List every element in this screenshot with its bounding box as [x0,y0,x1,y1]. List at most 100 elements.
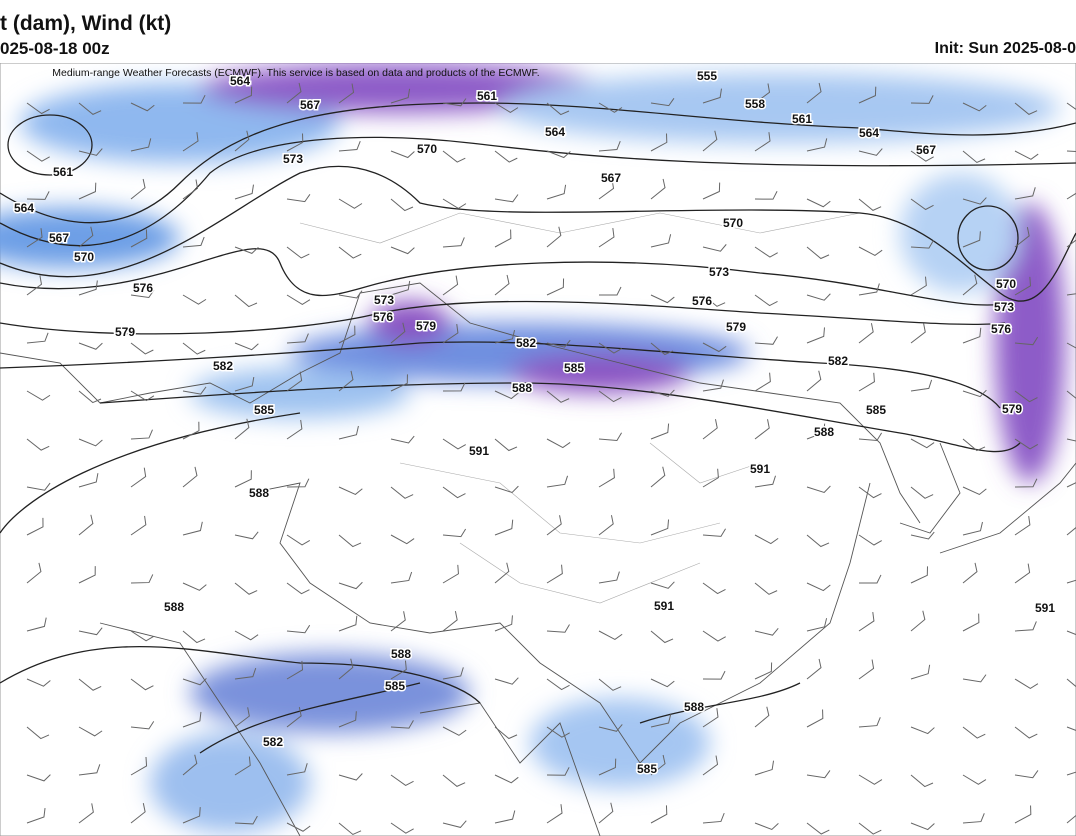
wind-barb [910,379,933,392]
wind-barb [286,82,302,104]
wind-barb [806,198,831,208]
contour-label: 591 [469,444,489,458]
wind-barb [858,323,874,344]
wind-barb [286,478,310,488]
wind-barb [962,774,987,785]
wind-barb [1014,227,1030,248]
wind-barb [234,630,259,641]
wind-barb [1014,678,1039,689]
wind-barb [286,333,309,344]
wind-barb [1066,180,1076,200]
contour-label: 579 [416,319,436,333]
wind-barb [806,327,825,344]
wind-barb [26,275,43,296]
wind-barb [78,627,103,636]
contour-label: 585 [637,762,657,776]
contour-label: 579 [115,325,135,339]
wind-barb [1014,515,1031,536]
wind-barb [754,662,773,680]
wind-barb [598,141,621,152]
wind-barb [910,240,934,249]
wind-barb [806,618,828,632]
wind-barb [182,386,207,395]
wind-barb [910,726,935,735]
wind-barb [130,229,148,248]
wind-barb [546,226,562,248]
wind-barb [338,425,359,440]
contour-label: 561 [792,112,812,126]
contour-label: 564 [859,126,879,140]
height-contours [0,102,1076,754]
wind-barb [598,724,623,732]
wind-barb [442,237,465,248]
wind-barb [598,228,615,248]
wind-barb [754,372,771,392]
wind-barb [442,611,458,632]
wind-barb [754,706,770,728]
wind-barb [26,517,44,536]
wind-barb [286,763,308,776]
wind-barb [702,630,726,642]
wind-barb [182,582,207,591]
wind-barb [494,438,518,452]
wind-barb [234,86,253,104]
wind-barb [286,419,303,440]
contour-label: 585 [564,361,584,375]
wind-barb [910,438,935,449]
wind-barb [442,486,466,499]
contour-label: 555 [697,69,717,83]
contour-label: 567 [300,98,320,112]
wind-barb [546,339,571,348]
wind-barb [130,574,154,584]
contour-label: 573 [374,293,394,307]
wind-barb [338,711,357,728]
wind-barb [78,148,103,156]
wind-barb [182,678,207,686]
wind-barb [338,486,363,495]
wind-barb [130,630,155,642]
wind-barb [962,150,986,164]
wind-barb [182,754,198,776]
contour-label: 576 [133,281,153,295]
wind-barb [650,714,672,728]
wind-barb [182,521,203,536]
wind-barb [910,323,926,344]
wind-barb [182,179,199,200]
wind-barb [182,630,206,644]
wind-barb [1014,438,1039,450]
wind-barb [910,566,929,584]
wind-barb [650,678,675,688]
wind-barb [702,130,718,152]
wind-barb [1066,102,1076,115]
wind-barb [858,534,882,546]
wind-barb [598,286,622,296]
contour-label: 561 [53,165,73,179]
wind-barb [494,726,518,740]
wind-barb [806,246,830,260]
wind-barb [650,423,670,440]
wind-barb [754,132,771,152]
map-frame [0,63,1076,836]
wind-barb [390,198,414,212]
wind-barb [962,486,987,496]
contour-label: 573 [709,265,729,279]
wind-barb [1014,336,1039,346]
wind-barb [962,389,987,398]
wind-barb [858,246,883,256]
wind-barb [338,615,358,632]
wind-barb [702,708,719,728]
wind-barb [1014,390,1038,403]
wind-barb [858,486,882,499]
wind-barb [858,372,875,392]
wind-barb [338,370,354,392]
wind-barb [910,664,931,680]
wind-barb [390,611,406,632]
wind-barb [1066,514,1076,536]
wind-barb [962,562,978,584]
wind-barb [26,191,50,200]
wind-barb [546,184,567,200]
wind-barb [546,678,570,691]
wind-barb [962,327,982,344]
wind-barb [650,234,672,248]
wind-barb [338,822,362,836]
